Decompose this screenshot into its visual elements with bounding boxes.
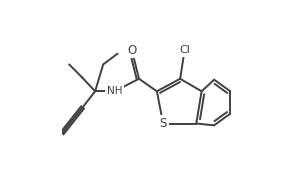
Text: O: O bbox=[127, 44, 136, 57]
Text: NH: NH bbox=[107, 86, 122, 96]
Text: Cl: Cl bbox=[179, 45, 190, 55]
Text: S: S bbox=[159, 117, 167, 130]
